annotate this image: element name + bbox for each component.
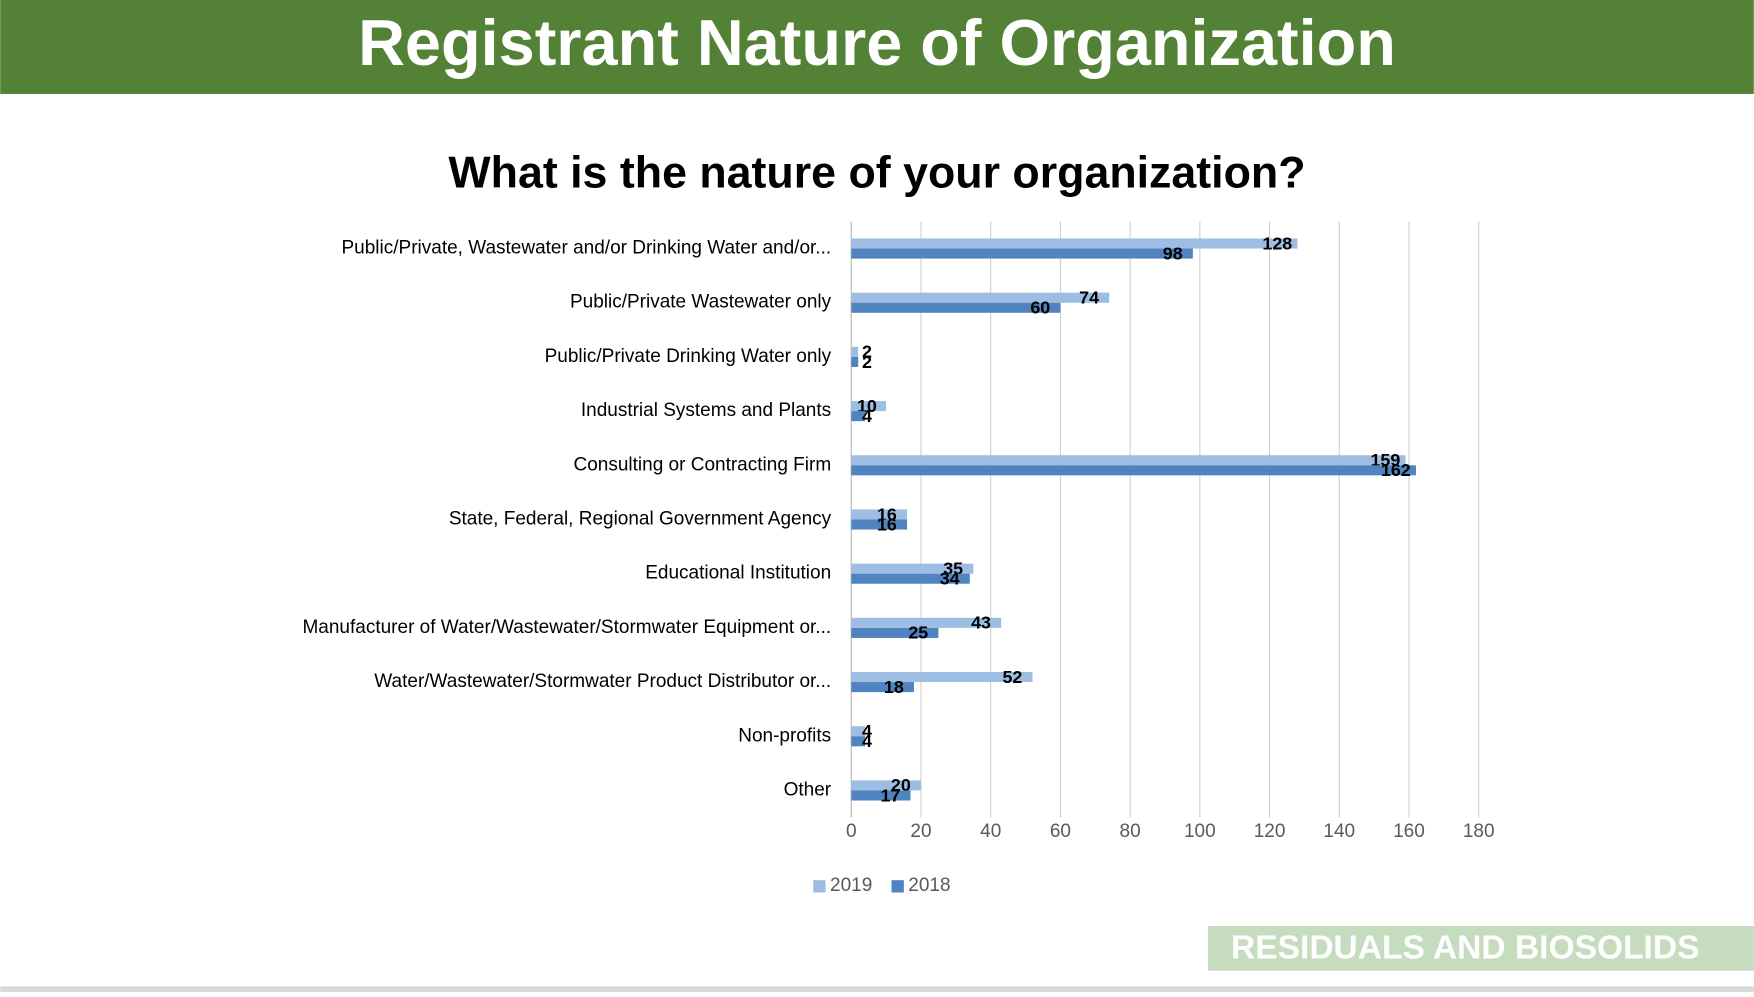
bar — [851, 617, 1002, 628]
bar — [851, 346, 859, 357]
header-bar — [0, 0, 1754, 94]
legend-swatch — [891, 880, 904, 893]
value-label: 16 — [877, 504, 897, 524]
category-label: Water/Wastewater/Stormwater Product Dist… — [374, 671, 831, 692]
category-label: Manufacturer of Water/Wastewater/Stormwa… — [302, 617, 831, 638]
category-label: Public/Private Wastewater only — [570, 292, 832, 313]
chart-title: What is the nature of your organization? — [448, 148, 1305, 197]
x-tick-label: 0 — [846, 821, 857, 842]
bar — [851, 682, 915, 693]
category-label: Consulting or Contracting Firm — [573, 454, 831, 475]
x-tick-label: 20 — [910, 821, 931, 842]
value-label: 2 — [862, 342, 872, 362]
legend-swatch — [813, 880, 826, 893]
slide-title: Registrant Nature of Organization — [358, 6, 1396, 79]
category-label: State, Federal, Regional Government Agen… — [449, 509, 832, 530]
legend-label: 2018 — [908, 875, 950, 896]
bar — [851, 573, 970, 584]
bar — [851, 726, 866, 737]
value-label: 159 — [1370, 450, 1400, 470]
bar — [851, 519, 908, 530]
category-label: Other — [784, 779, 832, 800]
value-label: 4 — [862, 731, 872, 751]
bar — [851, 563, 974, 574]
value-label: 16 — [877, 514, 897, 534]
bar — [851, 780, 921, 791]
value-label: 34 — [940, 569, 960, 589]
bar — [851, 292, 1110, 303]
legend-label: 2019 — [830, 875, 872, 896]
category-label: Non-profits — [738, 725, 831, 746]
value-label: 18 — [884, 677, 904, 697]
value-label: 98 — [1163, 243, 1183, 263]
value-label: 17 — [880, 785, 900, 805]
value-label: 10 — [857, 396, 877, 416]
bar — [851, 401, 887, 412]
value-label: 74 — [1079, 288, 1099, 308]
footer-box — [1208, 926, 1754, 971]
bar — [851, 465, 1416, 476]
bottom-rule — [0, 986, 1754, 992]
value-label: 60 — [1030, 298, 1050, 318]
x-tick-label: 180 — [1463, 821, 1495, 842]
value-label: 4 — [862, 406, 872, 426]
footer-text: RESIDUALS AND BIOSOLIDS — [1231, 929, 1699, 966]
x-tick-label: 40 — [980, 821, 1001, 842]
value-label: 52 — [1002, 667, 1022, 687]
value-label: 2 — [862, 352, 872, 372]
bar — [851, 671, 1033, 683]
value-label: 35 — [943, 558, 963, 578]
bar — [851, 238, 1298, 249]
category-label: Industrial Systems and Plants — [581, 400, 831, 421]
x-tick-label: 100 — [1184, 821, 1216, 842]
category-label: Educational Institution — [645, 563, 831, 584]
bar — [851, 356, 859, 367]
category-label: Public/Private Drinking Water only — [545, 346, 832, 367]
value-label: 162 — [1381, 460, 1411, 480]
value-label: 128 — [1262, 233, 1292, 253]
x-tick-label: 60 — [1050, 821, 1071, 842]
x-tick-label: 160 — [1393, 821, 1425, 842]
bar — [851, 248, 1193, 259]
bar — [851, 411, 866, 422]
x-tick-label: 140 — [1323, 821, 1355, 842]
bar — [851, 627, 939, 638]
bar — [851, 790, 911, 801]
x-tick-label: 80 — [1120, 821, 1141, 842]
value-label: 20 — [891, 775, 911, 795]
value-label: 43 — [971, 613, 991, 633]
value-label: 25 — [908, 623, 928, 643]
bar — [851, 736, 866, 747]
bar — [851, 455, 1406, 466]
category-label: Public/Private, Wastewater and/or Drinki… — [342, 238, 832, 259]
bar — [851, 302, 1061, 313]
bar — [851, 509, 908, 520]
x-tick-label: 120 — [1254, 821, 1286, 842]
value-label: 4 — [862, 721, 872, 741]
